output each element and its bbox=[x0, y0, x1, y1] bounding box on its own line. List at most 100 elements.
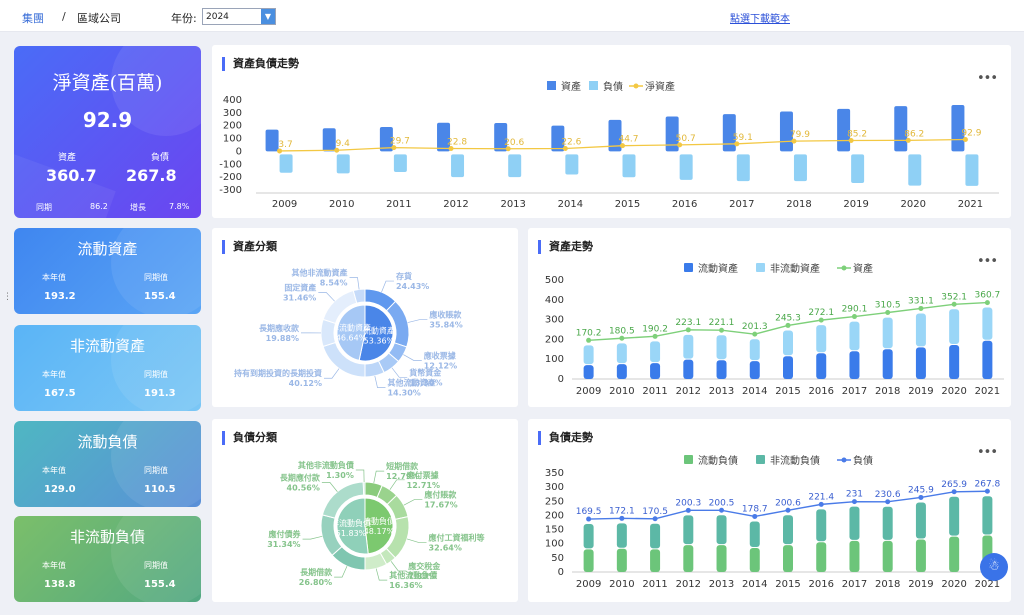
slice-label: 持有到期投資的長期投資 bbox=[234, 368, 322, 378]
label-leader bbox=[391, 367, 408, 378]
liability-bar bbox=[679, 154, 693, 180]
x-tick-label: 2020 bbox=[941, 579, 966, 590]
x-tick-label: 2015 bbox=[775, 386, 800, 397]
y-tick-label: 0 bbox=[236, 146, 242, 157]
stacked-bar-bottom bbox=[749, 547, 760, 572]
data-label: 352.1 bbox=[941, 292, 967, 302]
legend-label: 負債 bbox=[853, 454, 873, 467]
y-tick-label: 300 bbox=[545, 315, 564, 326]
liability-bar bbox=[965, 154, 979, 186]
data-label: 59.1 bbox=[733, 133, 753, 143]
more-options-icon[interactable]: ••• bbox=[976, 254, 998, 269]
total-point bbox=[885, 310, 891, 316]
liability-trend-chart: 流動負債 非流動負債 負債 350 300 250 200 150 100 50 0 2009 2010… bbox=[545, 454, 1004, 590]
stacked-bar-top bbox=[783, 330, 793, 356]
x-tick-label: 2013 bbox=[709, 579, 734, 590]
label-leader bbox=[318, 292, 335, 302]
stacked-bar-bottom bbox=[583, 365, 594, 379]
prior-year-value: 155.4 bbox=[144, 291, 176, 302]
y-tick-label: 0 bbox=[558, 567, 564, 578]
x-tick-label: 2011 bbox=[642, 579, 667, 590]
asset-bar bbox=[379, 127, 393, 152]
kpi-noncurrent-liabilities: 非流動負債 本年值 同期值 138.8 155.4 bbox=[14, 516, 201, 602]
data-label: 79.9 bbox=[790, 130, 810, 140]
x-tick-label: 2019 bbox=[908, 579, 933, 590]
stacked-bar-top bbox=[816, 509, 827, 542]
liability-bar bbox=[622, 154, 636, 178]
slice-value: 12.79% bbox=[386, 472, 419, 481]
stacked-bar-top bbox=[616, 343, 627, 364]
label-leader bbox=[349, 277, 360, 290]
legend-marker bbox=[547, 81, 556, 90]
year-select[interactable]: 2024 ▼ bbox=[202, 8, 276, 25]
x-tick-label: 2018 bbox=[875, 386, 900, 397]
kpi-title: 流動負債 bbox=[77, 433, 138, 451]
stacked-bar-top bbox=[882, 317, 893, 349]
slice-value: 40.56% bbox=[287, 483, 320, 492]
download-template-link[interactable]: 點選下載範本 bbox=[730, 14, 790, 25]
stacked-bar-bottom bbox=[616, 548, 627, 572]
data-label: 92.9 bbox=[961, 128, 981, 138]
slice-value: 19.88% bbox=[266, 334, 299, 343]
total-point bbox=[951, 301, 957, 307]
total-point bbox=[951, 489, 957, 495]
legend-marker bbox=[756, 455, 765, 464]
inner-slice bbox=[358, 304, 394, 362]
liability-bar bbox=[336, 154, 350, 174]
stacked-bar-top bbox=[583, 524, 594, 549]
more-options-icon[interactable]: ••• bbox=[976, 445, 998, 460]
slice-value: 12.71% bbox=[407, 481, 440, 490]
stacked-bar-top bbox=[650, 341, 661, 363]
drag-handle-icon[interactable]: ⋮ bbox=[3, 292, 12, 302]
x-tick-label: 2016 bbox=[809, 386, 834, 397]
stacked-bar-top bbox=[849, 506, 860, 540]
yoy-value: 86.2 bbox=[90, 202, 108, 211]
data-label: 265.9 bbox=[941, 480, 967, 490]
y-tick-label: 300 bbox=[223, 108, 242, 119]
dropdown-arrow-icon[interactable]: ▼ bbox=[261, 9, 275, 24]
liability-bar bbox=[565, 154, 579, 175]
liability-bar bbox=[508, 154, 522, 178]
more-options-icon[interactable]: ••• bbox=[976, 71, 998, 86]
slice-label: 其他流動負債 bbox=[389, 570, 437, 580]
data-label: 200.6 bbox=[775, 498, 801, 508]
x-tick-label: 2016 bbox=[672, 199, 697, 210]
slice-value: 1.30% bbox=[326, 471, 354, 480]
asset-bar bbox=[265, 129, 279, 152]
stacked-bar-top bbox=[949, 309, 960, 344]
inner-slice bbox=[336, 304, 366, 361]
stacked-bar-top bbox=[982, 496, 993, 535]
assistant-button[interactable]: ☃ bbox=[980, 553, 1008, 581]
stacked-bar-top bbox=[716, 515, 727, 545]
total-point bbox=[719, 507, 725, 513]
x-tick-label: 2015 bbox=[615, 199, 640, 210]
total-point bbox=[652, 516, 658, 522]
x-tick-label: 2017 bbox=[842, 386, 867, 397]
breadcrumb-group[interactable]: 集團 bbox=[22, 12, 44, 25]
growth-value: 7.8% bbox=[169, 202, 190, 211]
asset-bar bbox=[494, 123, 508, 152]
outer-slice bbox=[362, 481, 366, 496]
x-tick-label: 2009 bbox=[576, 579, 601, 590]
stacked-bar-bottom bbox=[882, 540, 893, 572]
x-tick-label: 2020 bbox=[901, 199, 926, 210]
year-value: 2024 bbox=[206, 12, 229, 22]
slice-value: 13.30% bbox=[409, 378, 442, 387]
total-point bbox=[752, 331, 758, 337]
total-point bbox=[752, 513, 758, 519]
label-leader bbox=[407, 319, 428, 323]
slice-label: 貨幣資金 bbox=[409, 367, 442, 377]
data-label: 22.8 bbox=[447, 137, 467, 147]
x-tick-label: 2013 bbox=[500, 199, 525, 210]
liability-bar bbox=[908, 154, 922, 186]
stacked-bar-top bbox=[849, 321, 860, 351]
legend-label: 負債 bbox=[603, 80, 623, 93]
data-label: 201.3 bbox=[742, 322, 768, 332]
net-asset-point bbox=[962, 136, 968, 142]
x-tick-label: 2010 bbox=[329, 199, 354, 210]
x-tick-label: 2017 bbox=[729, 199, 754, 210]
stacked-bar-top bbox=[915, 313, 926, 347]
stacked-bar-top bbox=[882, 506, 893, 540]
